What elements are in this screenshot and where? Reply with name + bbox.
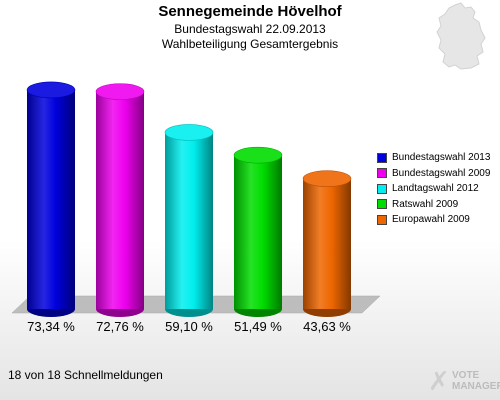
chart-subtitle-turnout: Wahlbeteiligung Gesamtergebnis [161, 37, 339, 51]
bar-value-label: 73,34 % [27, 319, 75, 334]
legend-item: Bundestagswahl 2013 [377, 150, 490, 166]
legend-swatch [377, 214, 387, 225]
legend-item: Bundestagswahl 2009 [377, 166, 490, 182]
germany-map-icon [425, 2, 497, 77]
legend-swatch [377, 168, 387, 179]
legend-item: Europawahl 2009 [377, 212, 490, 228]
bar-value-label: 59,10 % [165, 319, 213, 334]
legend-swatch [377, 183, 387, 194]
legend-label: Landtagswahl 2012 [392, 183, 479, 195]
chart-title: Sennegemeinde Hövelhof [158, 3, 342, 20]
legend-label: Europawahl 2009 [392, 214, 470, 226]
bar-1 [26, 81, 76, 317]
checkmark-icon: ✗ [428, 366, 450, 396]
legend-label: Bundestagswahl 2013 [392, 152, 491, 164]
bar-value-label: 72,76 % [96, 319, 144, 334]
legend-swatch [377, 152, 387, 163]
logo-text: VOTE MANAGER [452, 370, 500, 392]
chart-subtitle-election: Bundestagswahl 22.09.2013 [174, 22, 326, 36]
bar-5 [302, 170, 352, 317]
bar-4 [233, 146, 283, 317]
bar-value-label: 43,63 % [303, 319, 351, 334]
legend-item: Ratswahl 2009 [377, 197, 490, 213]
vote-manager-logo: ✗ VOTE MANAGER [428, 366, 500, 398]
chart-legend: Bundestagswahl 2013 Bundestagswahl 2009 La… [377, 150, 490, 228]
bar-value-label: 51,49 % [234, 319, 282, 334]
legend-label: Bundestagswahl 2009 [392, 167, 491, 179]
legend-item: Landtagswahl 2012 [377, 181, 490, 197]
footer-status: 18 von 18 Schnellmeldungen [8, 368, 163, 382]
bar-3 [164, 124, 214, 317]
bar-2 [95, 83, 145, 317]
legend-swatch [377, 199, 387, 210]
legend-label: Ratswahl 2009 [392, 198, 459, 210]
